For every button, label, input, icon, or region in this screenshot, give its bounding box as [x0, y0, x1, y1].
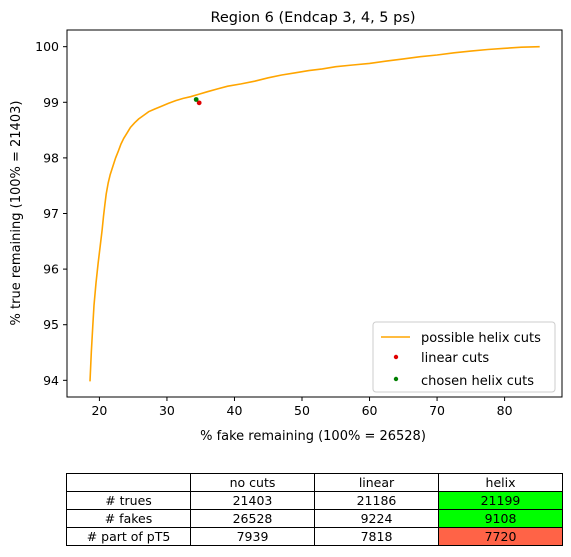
table-cell: 9224	[314, 509, 439, 528]
table-header-row: no cuts linear helix	[66, 473, 563, 492]
legend-label-chosen: chosen helix cuts	[421, 374, 534, 389]
column-header-no-cuts: no cuts	[190, 473, 315, 492]
table-cell: 7818	[314, 527, 439, 546]
chart: Region 6 (Endcap 3, 4, 5 ps) 20 30 40 50 60 7…	[9, 10, 563, 444]
x-tick-label: 20	[91, 403, 107, 418]
row-label-part-of-pt5: # part of pT5	[66, 527, 191, 546]
y-tick-label: 99	[43, 95, 59, 110]
legend: possible helix cuts linear cuts chosen h…	[372, 321, 556, 393]
table-corner-cell	[66, 473, 191, 492]
table-cell: 26528	[190, 509, 315, 528]
table-row: # fakes 26528 9224 9108	[66, 509, 563, 528]
x-tick-label: 50	[294, 403, 310, 418]
y-tick-label: 98	[43, 150, 59, 165]
table-row: # part of pT5 7939 7818 7720	[66, 527, 563, 546]
x-tick-label: 30	[159, 403, 175, 418]
chart-title: Region 6 (Endcap 3, 4, 5 ps)	[210, 10, 415, 26]
y-tick-label: 94	[43, 373, 59, 388]
x-tick-label: 40	[227, 403, 243, 418]
table-cell: 21403	[190, 491, 315, 510]
y-tick-label: 95	[43, 317, 59, 332]
x-tick-label: 60	[362, 403, 378, 418]
y-tick-label: 96	[43, 262, 59, 277]
row-label-trues: # trues	[66, 491, 191, 510]
y-axis: 94 95 96 97 98 99 100	[35, 39, 67, 388]
column-header-helix: helix	[438, 473, 563, 492]
table-cell-helix: 7720	[438, 527, 563, 546]
legend-marker-linear	[393, 354, 399, 360]
x-axis: 20 30 40 50 60 70 80	[91, 397, 513, 418]
y-tick-label: 97	[43, 206, 59, 221]
column-header-linear: linear	[314, 473, 439, 492]
legend-label-possible: possible helix cuts	[421, 331, 541, 346]
table-cell: 21186	[314, 491, 439, 510]
y-tick-label: 100	[35, 39, 59, 54]
legend-box	[372, 321, 556, 393]
x-tick-label: 80	[497, 403, 513, 418]
points-layer	[193, 97, 202, 106]
legend-marker-chosen	[393, 376, 399, 382]
linear-cuts-point	[196, 100, 202, 106]
chosen-helix-cuts-point	[193, 97, 199, 102]
series-line-possible-helix-cuts	[89, 45, 540, 382]
table-cell: 7939	[190, 527, 315, 546]
table-row: # trues 21403 21186 21199	[66, 491, 563, 510]
legend-label-linear: linear cuts	[421, 351, 489, 366]
row-label-fakes: # fakes	[66, 509, 191, 528]
x-tick-label: 70	[429, 403, 445, 418]
table-cell-helix: 21199	[438, 491, 563, 510]
x-axis-label: % fake remaining (100% = 26528)	[200, 429, 426, 444]
table-cell-helix: 9108	[438, 509, 563, 528]
y-axis-label: % true remaining (100% = 21403)	[9, 101, 24, 326]
curve-layer	[89, 45, 540, 382]
stats-table: no cuts linear helix # trues 21403 21186…	[66, 473, 563, 546]
